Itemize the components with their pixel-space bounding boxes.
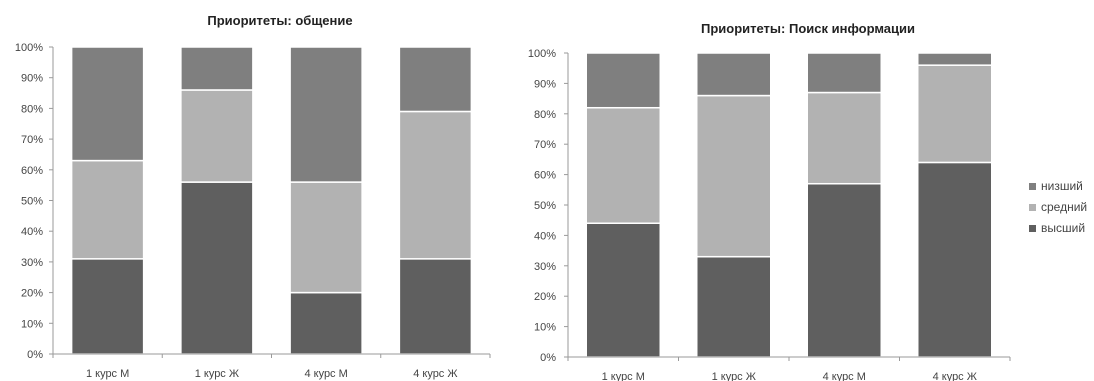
bar-segment-lowest bbox=[585, 52, 661, 109]
chart-title: Приоритеты: общение bbox=[207, 13, 352, 28]
bar-segment-lowest bbox=[289, 46, 363, 183]
y-tick-label: 50% bbox=[534, 200, 556, 212]
y-tick-label: 10% bbox=[21, 318, 43, 330]
y-tick-label: 50% bbox=[21, 196, 43, 208]
chart-information-search: Приоритеты: Поиск информации 0% 10% 20% 30% 4… bbox=[528, 21, 1011, 381]
y-tick-label: 80% bbox=[534, 109, 556, 121]
legend-label: средний bbox=[1041, 200, 1087, 214]
y-tick-label: 20% bbox=[534, 291, 556, 303]
y-tick-label: 10% bbox=[534, 322, 556, 334]
bar-segment-medium bbox=[70, 159, 145, 260]
bar-segment-medium bbox=[398, 110, 473, 260]
chart-title: Приоритеты: Поиск информации bbox=[701, 21, 915, 36]
bar-segment-medium bbox=[806, 91, 882, 185]
bar-segment-medium bbox=[696, 94, 772, 258]
bar-segment-highest bbox=[70, 258, 145, 355]
y-tick-label: 100% bbox=[528, 48, 556, 60]
x-tick-label: 1 курс Ж bbox=[195, 368, 239, 380]
x-tick-label: 4 курс Ж bbox=[413, 368, 457, 380]
legend-label: низший bbox=[1041, 179, 1083, 193]
bar-segment-lowest bbox=[696, 52, 772, 97]
bar-segment-medium bbox=[289, 181, 363, 294]
y-tick-label: 70% bbox=[21, 134, 43, 146]
y-tick-label: 100% bbox=[15, 42, 43, 54]
y-tick-label: 90% bbox=[534, 78, 556, 90]
bar-segment-lowest bbox=[70, 46, 145, 162]
x-tick-label: 4 курс М bbox=[304, 368, 347, 380]
x-tick-label: 1 курс М bbox=[602, 371, 645, 381]
bar-segment-highest bbox=[398, 258, 473, 355]
y-tick-label: 40% bbox=[21, 226, 43, 238]
y-tick-label: 40% bbox=[534, 230, 556, 242]
y-tick-label: 0% bbox=[540, 352, 556, 364]
bar-segment-lowest bbox=[180, 46, 254, 91]
bar-segment-lowest bbox=[806, 52, 882, 94]
legend-swatch bbox=[1029, 204, 1036, 211]
y-tick-label: 60% bbox=[534, 170, 556, 182]
y-tick-label: 0% bbox=[27, 349, 43, 361]
y-tick-label: 70% bbox=[534, 139, 556, 151]
bar-segment-lowest bbox=[917, 52, 993, 66]
bar-segment-medium bbox=[585, 106, 661, 224]
bar-segment-highest bbox=[585, 222, 661, 358]
x-tick-label: 1 курс М bbox=[86, 368, 129, 380]
legend: низший средний высший bbox=[1029, 179, 1087, 235]
bar-segment-highest bbox=[696, 255, 772, 358]
bar-segment-lowest bbox=[398, 46, 473, 113]
bar-segment-medium bbox=[917, 64, 993, 164]
bar-segment-highest bbox=[806, 182, 882, 358]
bar-segment-highest bbox=[180, 181, 254, 355]
bar-segment-highest bbox=[289, 291, 363, 355]
y-tick-label: 20% bbox=[21, 288, 43, 300]
bar-segment-highest bbox=[917, 161, 993, 358]
x-tick-label: 4 курс М bbox=[823, 371, 866, 381]
y-tick-label: 60% bbox=[21, 165, 43, 177]
x-tick-label: 4 курс Ж bbox=[933, 371, 977, 381]
chart-communication: Приоритеты: общение 0% 10% 20% 30% 40% 50% 60% 7… bbox=[15, 13, 491, 380]
bar-segment-medium bbox=[180, 89, 254, 183]
x-tick-label: 1 курс Ж bbox=[712, 371, 756, 381]
legend-swatch bbox=[1029, 225, 1036, 232]
legend-swatch bbox=[1029, 183, 1036, 190]
y-tick-label: 30% bbox=[21, 257, 43, 269]
y-tick-label: 30% bbox=[534, 261, 556, 273]
y-tick-label: 90% bbox=[21, 73, 43, 85]
y-tick-label: 80% bbox=[21, 103, 43, 115]
legend-label: высший bbox=[1041, 221, 1085, 235]
